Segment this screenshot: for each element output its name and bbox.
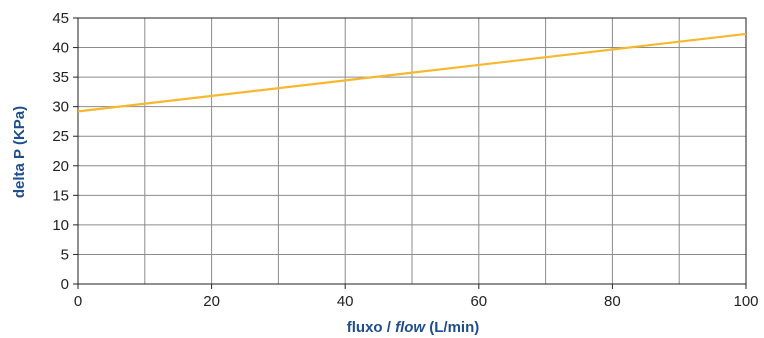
y-tick-label-5: 5	[61, 246, 69, 263]
y-tick-label-45: 45	[52, 10, 69, 27]
y-tick-label-0: 0	[61, 276, 69, 293]
x-tick-label-60: 60	[470, 293, 487, 310]
x-axis-title-part-3: (L/min)	[425, 319, 479, 336]
y-tick-label-10: 10	[52, 217, 69, 234]
y-tick-label-30: 30	[52, 99, 69, 116]
x-tick-label-0: 0	[74, 293, 82, 310]
series-lines	[77, 32, 747, 113]
x-tick-label-100: 100	[733, 293, 758, 310]
series-line-1	[77, 32, 747, 113]
y-tick-label-20: 20	[52, 158, 69, 175]
x-tick-label-80: 80	[604, 293, 621, 310]
x-tick-label-40: 40	[337, 293, 354, 310]
y-tick-label-15: 15	[52, 187, 69, 204]
x-tick-label-20: 20	[203, 293, 220, 310]
y-tick-label-25: 25	[52, 128, 69, 145]
x-axis-title: fluxo / flow (L/min)	[347, 319, 480, 336]
y-axis-title: delta P (KPa)	[11, 106, 28, 198]
x-axis-title-part-2: flow	[395, 319, 426, 336]
y-tick-label-40: 40	[52, 40, 69, 57]
grid	[77, 17, 747, 285]
y-tick-label-35: 35	[52, 69, 69, 86]
plot-frame	[77, 17, 747, 285]
x-axis-title-part-1: fluxo /	[347, 319, 395, 336]
tick-labels: 0 20 40 60 80 100 0 5 10 15 20 25 30 35 40 45	[52, 10, 758, 310]
